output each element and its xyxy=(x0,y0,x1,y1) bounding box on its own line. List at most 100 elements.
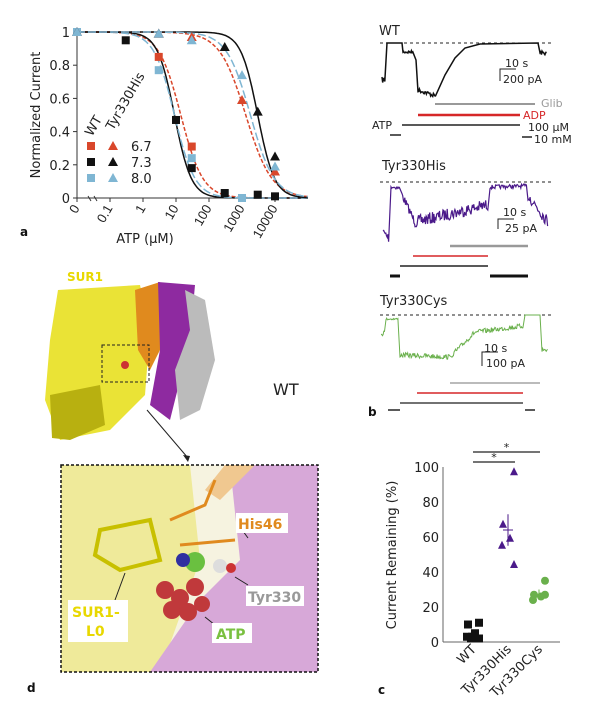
y-tick-label: 1 xyxy=(62,26,70,41)
data-point xyxy=(220,189,229,198)
data-point xyxy=(237,95,247,105)
legend-label: 6.7 xyxy=(131,140,152,155)
data-point xyxy=(270,151,280,161)
amp-scale-wt: 200 pA xyxy=(503,73,542,86)
trace-title-cys: Tyr330Cys xyxy=(379,294,448,309)
time-scale-cys: 10 s xyxy=(484,342,507,355)
legend-label: 7.3 xyxy=(131,156,152,171)
his46-label: His46 xyxy=(238,517,282,533)
data-point xyxy=(270,161,280,171)
data-point xyxy=(252,106,263,116)
sur1-l0-label-line2: L0 xyxy=(86,624,105,640)
sur1-l0-label-line1: SUR1- xyxy=(72,605,120,621)
glib-label: Glib xyxy=(541,97,563,110)
legend-marker-triangle xyxy=(108,157,118,166)
legend-marker-triangle xyxy=(108,141,118,150)
atp-label: ATP xyxy=(372,119,392,132)
atp-100um-label: 100 µM xyxy=(528,121,569,134)
data-point xyxy=(153,28,164,38)
amp-scale-cys: 100 pA xyxy=(486,357,525,370)
legend-header-wt: WT xyxy=(82,113,105,139)
wt-label: WT xyxy=(273,380,299,399)
trace-title-wt: WT xyxy=(379,24,400,39)
data-point xyxy=(506,533,514,542)
data-point xyxy=(154,52,163,61)
data-point xyxy=(187,154,196,163)
current-trace xyxy=(380,314,548,360)
scale-bar xyxy=(497,218,514,229)
data-point xyxy=(186,35,197,45)
y-tick-label: 0.2 xyxy=(49,159,70,174)
y-axis-label: Normalized Current xyxy=(29,52,44,179)
data-point xyxy=(187,142,196,151)
x-tick-label: 1 xyxy=(132,202,149,216)
y-tick-label: 80 xyxy=(422,496,439,511)
current-trace xyxy=(382,182,549,242)
data-point xyxy=(499,519,507,528)
x-tick-label: 0.1 xyxy=(94,202,116,225)
data-point xyxy=(529,596,537,604)
panel-b-current-traces: WT Tyr330His Tyr330Cys 10 s 200 pA Glib … xyxy=(368,24,572,419)
panel-label-d: d xyxy=(27,681,36,695)
data-point xyxy=(510,560,518,568)
legend-marker-square xyxy=(87,142,95,150)
x-tick-label: WT xyxy=(455,642,480,667)
data-point xyxy=(72,27,82,36)
panel-label-b: b xyxy=(368,405,377,419)
data-point xyxy=(270,166,280,176)
data-point xyxy=(471,629,479,638)
x-tick-label: 10000 xyxy=(250,202,281,241)
sur1-label: SUR1 xyxy=(67,270,103,284)
data-point xyxy=(510,467,518,476)
axis-break xyxy=(87,195,98,202)
y-tick-label: 0.8 xyxy=(49,59,70,74)
time-scale-wt: 10 s xyxy=(505,57,528,70)
y-axis-label: Current Remaining (%) xyxy=(385,481,400,630)
time-scale-his: 10 s xyxy=(503,206,526,219)
legend-marker-square xyxy=(87,158,95,166)
data-point xyxy=(464,620,472,629)
panel-label-c: c xyxy=(378,683,385,697)
data-point xyxy=(467,634,475,643)
scale-bar xyxy=(481,351,498,366)
x-tick-label: 1000 xyxy=(220,202,247,235)
y-tick-label: 100 xyxy=(414,461,439,476)
y-tick-label: 0 xyxy=(431,636,439,651)
katp-structure-image xyxy=(45,282,215,462)
significance-star: * xyxy=(491,451,497,464)
panel-a-dose-response-chart: Normalized Current ATP (µM) a 0 0.1 1 10 100… xyxy=(20,26,309,247)
y-tick-label: 40 xyxy=(422,566,439,581)
x-tick-label: 10 xyxy=(161,202,181,222)
trace-title-his: Tyr330His xyxy=(381,159,446,174)
data-point xyxy=(219,41,230,51)
data-point xyxy=(541,590,549,599)
scale-bar xyxy=(499,68,516,81)
data-point xyxy=(172,115,180,124)
adp-label: ADP xyxy=(523,109,546,122)
data-point xyxy=(253,190,262,199)
data-point xyxy=(238,194,246,202)
atp-10mm-label: 10 mM xyxy=(534,133,572,146)
panel-label-a: a xyxy=(20,225,28,239)
data-point xyxy=(498,540,506,549)
legend-marker-square xyxy=(87,174,95,182)
y-tick-label: 20 xyxy=(422,601,439,616)
data-point xyxy=(121,36,130,45)
atp-label: ATP xyxy=(216,627,246,643)
tyr330-label: Tyr330 xyxy=(248,590,301,606)
y-tick-label: 0.6 xyxy=(49,92,70,107)
data-point xyxy=(541,576,549,585)
legend-header-his: Tyr330His xyxy=(103,70,149,134)
data-point xyxy=(475,634,483,643)
amp-scale-his: 25 pA xyxy=(505,222,537,235)
x-axis-label: ATP (µM) xyxy=(116,232,173,247)
fit-curve xyxy=(77,31,309,198)
x-tick-label: 100 xyxy=(191,202,215,228)
y-tick-label: 0 xyxy=(62,192,70,207)
data-point xyxy=(475,618,483,627)
panel-c-current-remaining-chart: Current Remaining (%) c 020406080100WTTy… xyxy=(378,441,560,701)
current-trace xyxy=(381,42,547,98)
legend-label: 8.0 xyxy=(131,172,152,187)
